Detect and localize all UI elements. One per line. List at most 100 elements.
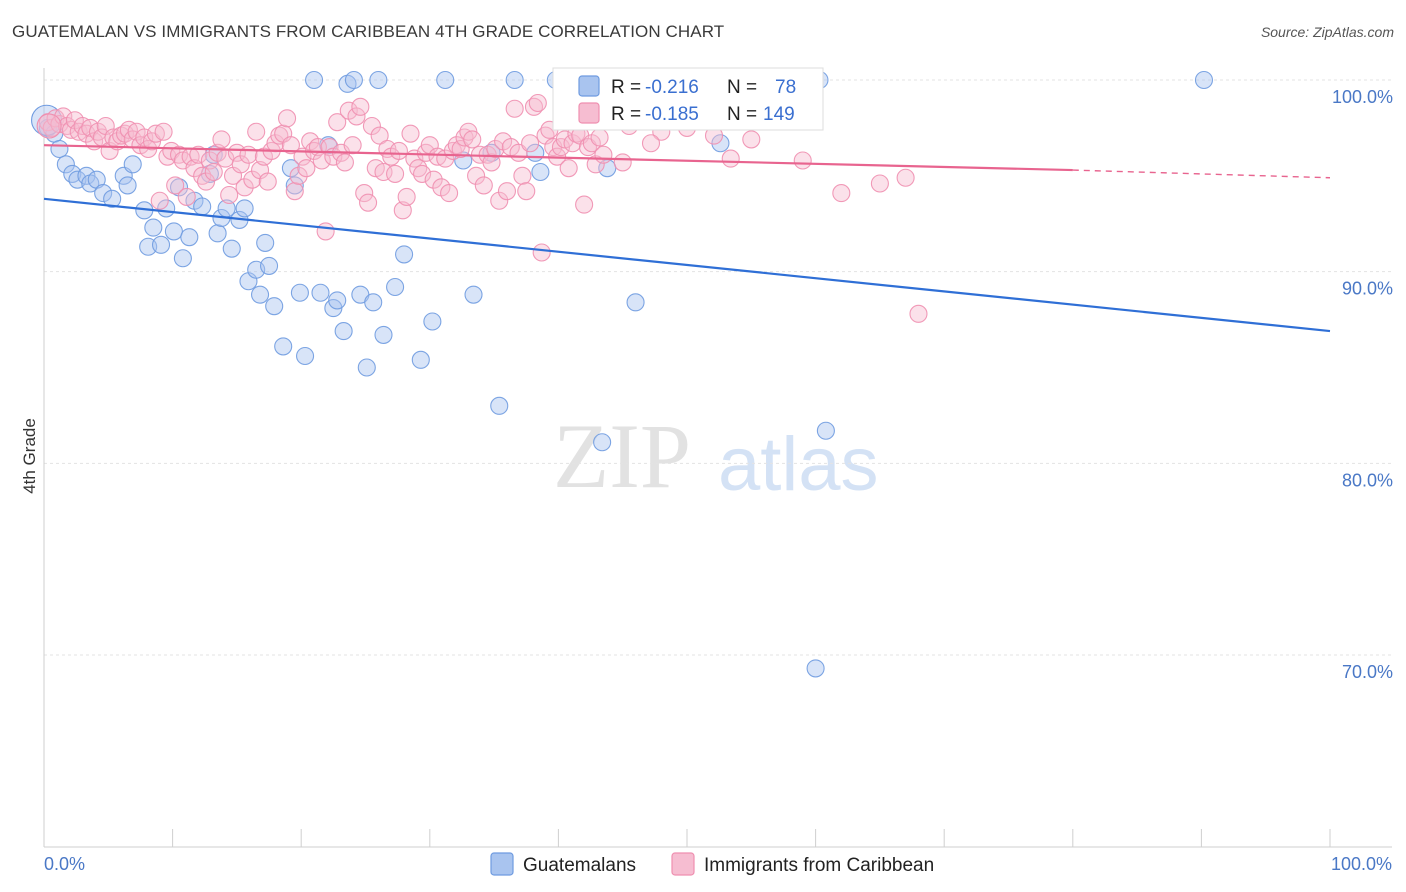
y-axis-label: 4th Grade bbox=[20, 418, 39, 494]
point-caribbean-30 bbox=[154, 122, 173, 141]
point-guatemalans-54 bbox=[364, 293, 383, 312]
point-caribbean-93 bbox=[397, 187, 416, 206]
point-caribbean-107 bbox=[451, 139, 470, 159]
point-caribbean-77 bbox=[335, 153, 354, 172]
point-caribbean-4 bbox=[54, 107, 73, 126]
point-guatemalans-63 bbox=[464, 285, 483, 304]
point-caribbean-43 bbox=[204, 162, 223, 182]
point-guatemalans-24 bbox=[193, 197, 212, 216]
point-guatemalans-36 bbox=[256, 233, 275, 252]
bottom-legend-swatch-caribbean bbox=[671, 852, 695, 876]
point-caribbean-111 bbox=[467, 166, 486, 185]
point-guatemalans-53 bbox=[357, 358, 376, 377]
point-guatemalans-66 bbox=[505, 70, 524, 90]
point-guatemalans-13 bbox=[123, 155, 142, 174]
point-guatemalans-4 bbox=[63, 164, 82, 183]
legend-swatch-caribbean bbox=[578, 102, 600, 124]
y-tick-label-100: 100.0% bbox=[1332, 87, 1393, 107]
point-guatemalans-59 bbox=[411, 350, 430, 369]
point-caribbean-86 bbox=[370, 126, 389, 145]
point-caribbean-158 bbox=[721, 149, 740, 168]
point-caribbean-121 bbox=[505, 99, 524, 118]
point-guatemalans-38 bbox=[265, 297, 284, 316]
point-guatemalans-55 bbox=[369, 70, 388, 90]
point-caribbean-82 bbox=[355, 184, 374, 203]
point-guatemalans-48 bbox=[328, 291, 347, 310]
axes bbox=[43, 68, 1392, 848]
point-caribbean-156 bbox=[641, 134, 661, 153]
point-guatemalans-10 bbox=[103, 189, 122, 208]
x-tick-label-right: 100.0% bbox=[1331, 854, 1392, 874]
point-guatemalans-44 bbox=[305, 70, 324, 90]
point-caribbean-81 bbox=[351, 97, 370, 116]
point-guatemalans-27 bbox=[208, 224, 227, 243]
legend-swatch-guatemalans bbox=[578, 75, 600, 97]
point-caribbean-117 bbox=[490, 191, 509, 210]
point-caribbean-28 bbox=[146, 124, 165, 143]
point-guatemalans-74 bbox=[816, 421, 835, 440]
point-caribbean-135 bbox=[559, 159, 578, 178]
point-guatemalans-71 bbox=[626, 293, 645, 312]
point-caribbean-50 bbox=[231, 155, 250, 174]
point-caribbean-116 bbox=[486, 139, 505, 159]
point-caribbean-115 bbox=[482, 153, 501, 172]
point-caribbean-110 bbox=[463, 130, 482, 149]
point-caribbean-large bbox=[36, 113, 62, 139]
point-caribbean-42 bbox=[200, 151, 219, 170]
point-guatemalans-61 bbox=[436, 70, 455, 90]
point-guatemalans-56 bbox=[374, 325, 393, 344]
point-guatemalans-21 bbox=[173, 249, 192, 268]
y-tick-label-70: 70.0% bbox=[1342, 662, 1393, 682]
point-caribbean-127 bbox=[528, 93, 547, 113]
point-guatemalans-60 bbox=[423, 312, 442, 331]
chart-title: GUATEMALAN VS IMMIGRANTS FROM CARIBBEAN … bbox=[12, 22, 725, 41]
legend-r-value-2: -0.185 bbox=[645, 104, 699, 125]
point-caribbean-6 bbox=[61, 120, 81, 139]
point-guatemalans-68 bbox=[531, 162, 550, 182]
point-caribbean-79 bbox=[343, 136, 362, 155]
point-caribbean-148 bbox=[793, 151, 812, 170]
trend-line-guatemalans bbox=[43, 197, 1331, 333]
y-tick-label-80: 80.0% bbox=[1342, 470, 1393, 490]
point-guatemalans-35 bbox=[250, 285, 270, 304]
point-caribbean-145 bbox=[613, 153, 632, 172]
point-caribbean-36 bbox=[177, 187, 196, 206]
point-guatemalans-40 bbox=[281, 159, 300, 178]
point-caribbean-144 bbox=[594, 145, 613, 164]
point-caribbean-38 bbox=[185, 159, 204, 178]
point-caribbean-49 bbox=[227, 143, 246, 162]
x-axis-ticks bbox=[43, 829, 1331, 847]
point-guatemalans-72 bbox=[711, 134, 730, 153]
trend-line-caribbean bbox=[43, 144, 1073, 172]
point-guatemalans-45 bbox=[311, 283, 330, 302]
point-caribbean-124 bbox=[517, 182, 536, 201]
point-guatemalans-51 bbox=[344, 70, 363, 90]
trend-line-caribbean-extension bbox=[1072, 169, 1331, 179]
point-caribbean-97 bbox=[413, 164, 432, 183]
point-caribbean-51 bbox=[235, 178, 254, 197]
point-caribbean-65 bbox=[289, 166, 308, 185]
point-caribbean-33 bbox=[166, 176, 185, 195]
point-caribbean-57 bbox=[258, 172, 277, 191]
point-caribbean-149 bbox=[832, 184, 851, 203]
stats-legend: R = -0.216 N = 78 R = -0.185 N = 149 bbox=[552, 67, 824, 131]
point-caribbean-75 bbox=[328, 113, 347, 132]
point-guatemalans-57 bbox=[386, 277, 405, 297]
point-caribbean-63 bbox=[281, 136, 300, 155]
point-caribbean-136 bbox=[563, 134, 582, 153]
point-caribbean-52 bbox=[239, 145, 258, 164]
point-guatemalans-30 bbox=[222, 239, 241, 258]
legend-n-label-2: N = bbox=[727, 104, 757, 125]
point-caribbean-123 bbox=[513, 166, 532, 185]
point-caribbean-143 bbox=[590, 128, 609, 147]
point-guatemalans-37 bbox=[259, 256, 279, 275]
point-caribbean-151 bbox=[896, 168, 915, 187]
point-caribbean-62 bbox=[278, 109, 297, 128]
point-guatemalans-43 bbox=[296, 346, 315, 366]
watermark-zip: ZIP bbox=[553, 405, 691, 507]
point-caribbean-45 bbox=[212, 130, 231, 149]
legend-n-value-1: 78 bbox=[775, 77, 796, 98]
point-caribbean-104 bbox=[440, 184, 459, 203]
point-caribbean-21 bbox=[119, 120, 138, 139]
